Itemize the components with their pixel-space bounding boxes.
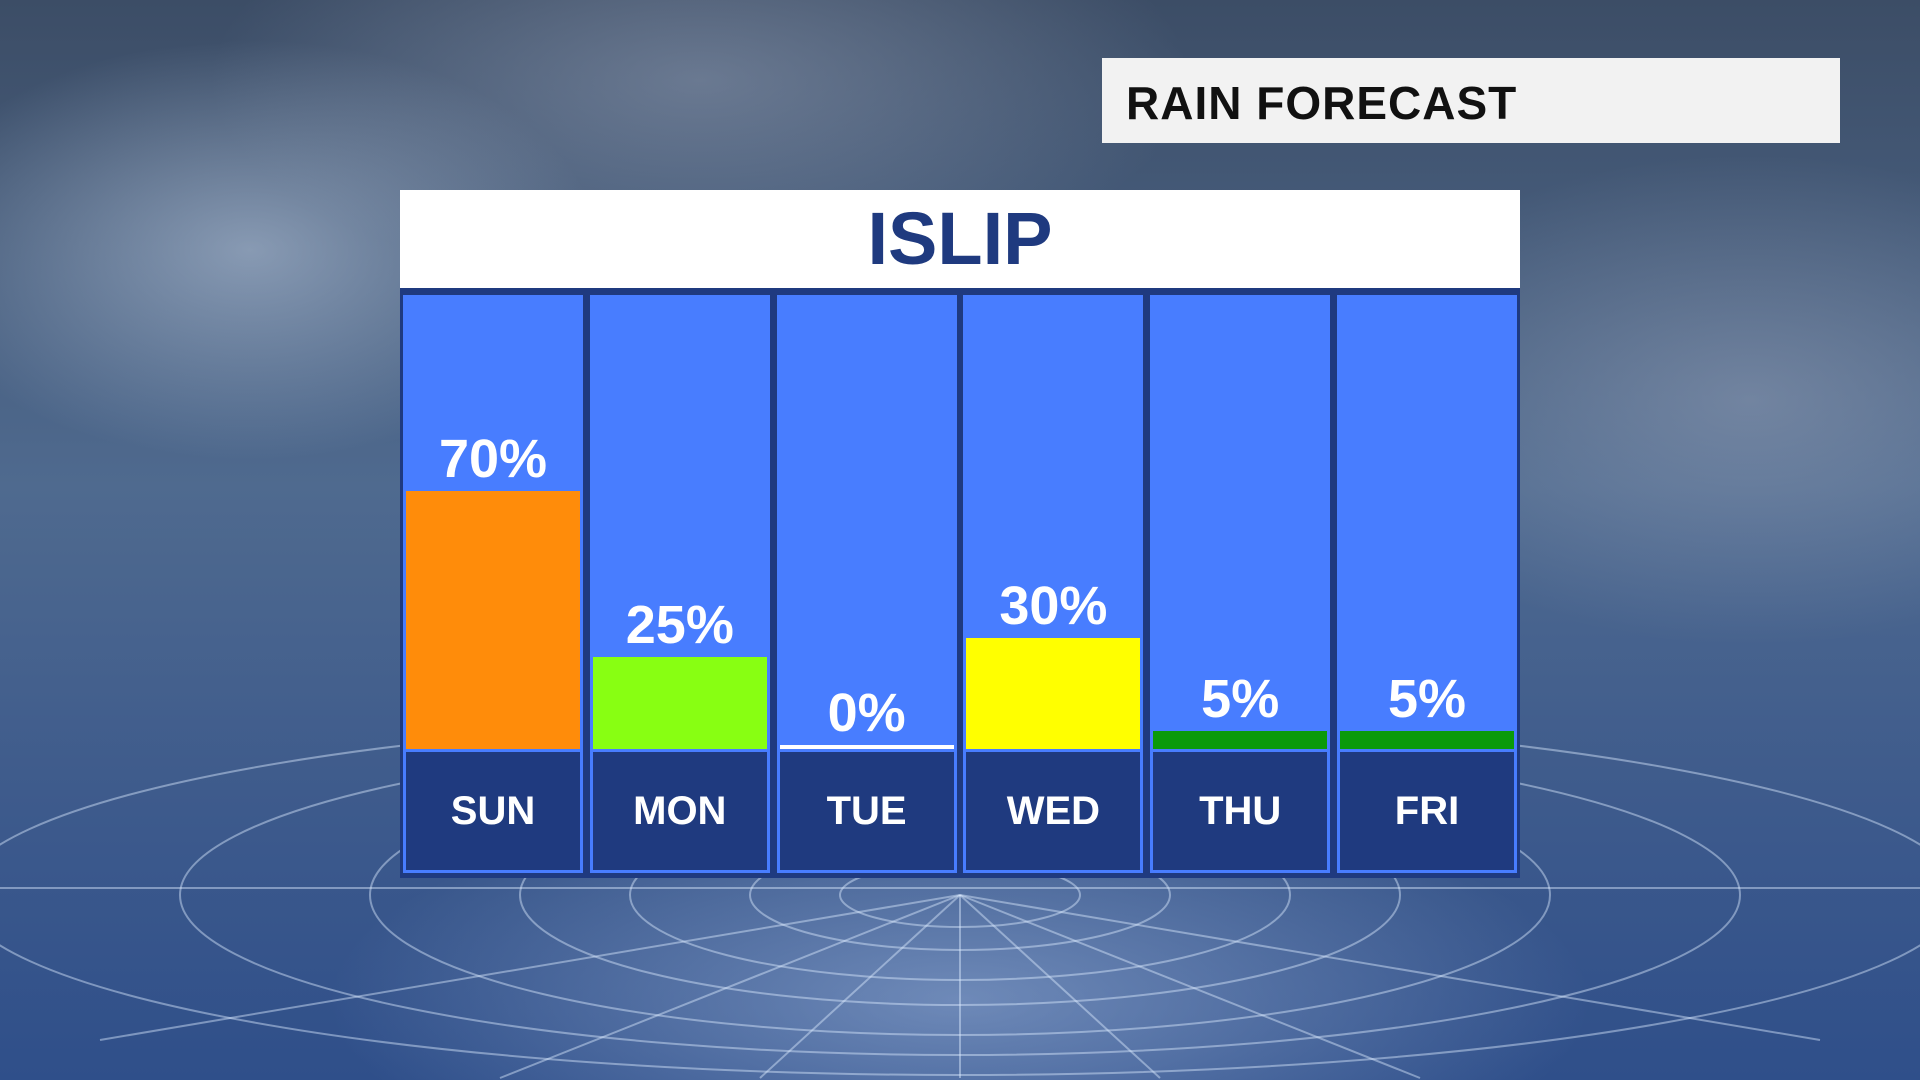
column-background	[1150, 295, 1331, 749]
title: RAIN FORECAST	[1126, 77, 1518, 129]
data-label-fri: 5%	[1387, 668, 1467, 729]
bar-thu	[1153, 730, 1328, 749]
rain-chart: 70% SUN 25% MON 0% TUE 30% WED 5% THU 5% FRI	[400, 288, 1520, 878]
data-label-mon: 25%	[625, 594, 734, 655]
day-label-sun: SUN	[406, 752, 580, 870]
day-label-tue: TUE	[779, 752, 954, 870]
day-column-thu: 5% THU	[1150, 295, 1331, 873]
column-background	[776, 295, 957, 749]
day-column-tue: 0% TUE	[776, 295, 957, 873]
data-label-tue: 0%	[827, 683, 906, 743]
day-column-wed: 30% WED	[963, 295, 1144, 873]
data-label-sun: 70%	[438, 428, 548, 489]
day-column-fri: 5% FRI	[1337, 295, 1517, 873]
rain-forecast-title-box: RAIN FORECAST	[1102, 58, 1840, 143]
bar-fri	[1340, 730, 1514, 749]
bar-mon	[592, 656, 767, 749]
bar-sun	[406, 490, 580, 749]
bar-wed	[966, 638, 1141, 749]
data-label-thu: 5%	[1201, 668, 1280, 729]
day-label-fri: FRI	[1340, 752, 1514, 870]
day-label-thu: THU	[1153, 752, 1328, 870]
day-column-sun: 70% SUN	[403, 295, 583, 873]
day-column-mon: 25% MON	[589, 295, 770, 873]
location-name: ISLIP	[867, 197, 1053, 280]
day-label-wed: WED	[966, 752, 1141, 870]
data-label-wed: 30%	[999, 576, 1108, 637]
bar-tue	[779, 745, 954, 749]
day-label-mon: MON	[592, 752, 767, 870]
column-background	[1337, 295, 1517, 749]
location-header: ISLIP	[400, 190, 1520, 288]
